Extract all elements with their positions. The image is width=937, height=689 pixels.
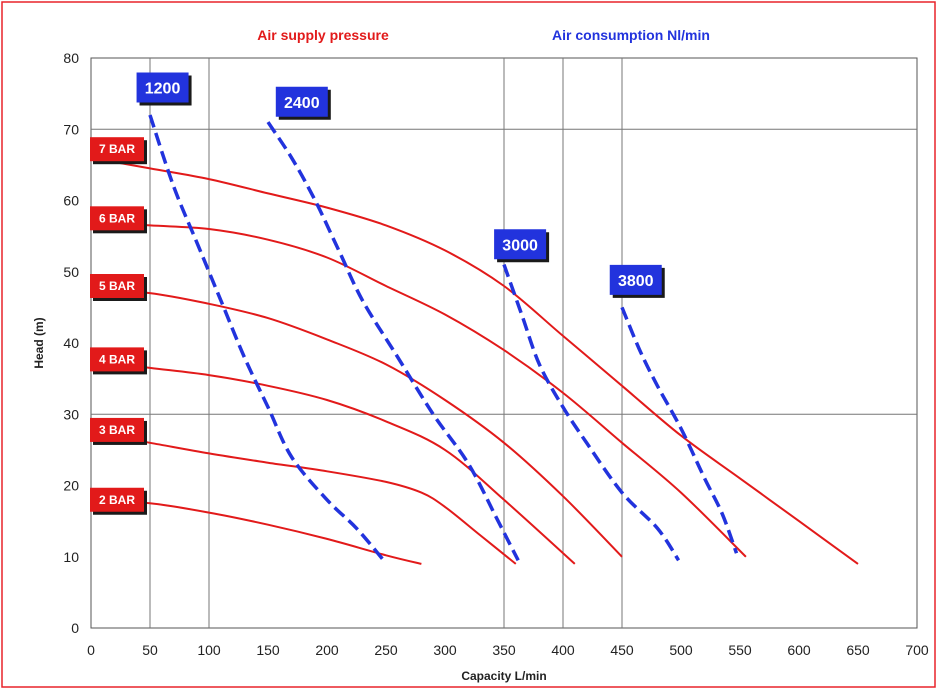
- x-tick-label-350: 350: [492, 642, 516, 658]
- pressure-curve-6-bar: [90, 220, 747, 558]
- consumption-curve-1200: [148, 114, 385, 562]
- y-tick-label-50: 50: [63, 264, 79, 280]
- consumption-label-1200: 1200: [136, 72, 192, 106]
- y-tick-labels: 0 10 20 30 40 50 60 70 80: [63, 50, 79, 636]
- pressure-curve-3-bar: [90, 431, 517, 565]
- consumption-curve-3800: [620, 306, 739, 554]
- y-tick-label-60: 60: [63, 193, 79, 209]
- svg-text:3 BAR: 3 BAR: [99, 423, 135, 437]
- svg-text:2 BAR: 2 BAR: [99, 493, 135, 507]
- x-tick-label-200: 200: [315, 642, 339, 658]
- pressure-label-5-bar: 5 BAR: [90, 274, 147, 301]
- x-tick-label-250: 250: [374, 642, 398, 658]
- svg-text:3000: 3000: [502, 237, 538, 254]
- x-tick-label-450: 450: [610, 642, 634, 658]
- x-tick-label-0: 0: [87, 642, 95, 658]
- pressure-label-2-bar: 2 BAR: [90, 487, 147, 515]
- legend-title-consumption: Air consumption Nl/min: [552, 27, 710, 43]
- pressure-label-3-bar: 3 BAR: [90, 417, 147, 445]
- svg-text:1200: 1200: [145, 81, 181, 98]
- pressure-curves: [90, 156, 859, 565]
- x-tick-label-150: 150: [256, 642, 280, 658]
- pressure-curve-4-bar: [90, 359, 576, 565]
- y-tick-label-20: 20: [63, 478, 79, 494]
- x-tick-label-550: 550: [728, 642, 752, 658]
- x-tick-label-300: 300: [433, 642, 457, 658]
- y-tick-label-80: 80: [63, 50, 79, 66]
- consumption-label-3800: 3800: [609, 264, 665, 298]
- consumption-labels: 1200 2400 3000 3800: [136, 72, 665, 298]
- y-tick-label-30: 30: [63, 406, 79, 422]
- consumption-label-2400: 2400: [275, 86, 331, 120]
- svg-text:5 BAR: 5 BAR: [99, 279, 135, 293]
- gridlines: [91, 58, 917, 628]
- pressure-curve-5-bar: [90, 288, 623, 558]
- pressure-label-4-bar: 4 BAR: [90, 347, 147, 375]
- y-axis-title: Head (m): [32, 317, 46, 368]
- x-tick-label-600: 600: [787, 642, 811, 658]
- x-tick-label-650: 650: [846, 642, 870, 658]
- svg-text:7 BAR: 7 BAR: [99, 142, 135, 156]
- pressure-curve-2-bar: [90, 498, 422, 565]
- x-tick-label-700: 700: [905, 642, 929, 658]
- x-axis-title: Capacity L/min: [461, 669, 546, 683]
- consumption-curve-2400: [266, 121, 520, 562]
- x-tick-labels: 0 50 100 150 200 250 300 350 400 450 500 550 600 650 7…: [87, 642, 929, 658]
- y-tick-label-0: 0: [71, 620, 79, 636]
- consumption-curve-3000: [502, 264, 681, 562]
- pressure-label-7-bar: 7 BAR: [90, 137, 147, 165]
- svg-text:6 BAR: 6 BAR: [99, 211, 135, 225]
- pressure-curve-7-bar: [90, 156, 859, 565]
- y-tick-label-70: 70: [63, 121, 79, 137]
- legend-title-pressure: Air supply pressure: [257, 27, 389, 43]
- consumption-curves: [148, 114, 739, 562]
- pressure-labels: 2 BAR 3 BAR 4 BAR 5 BAR 6 BAR 7 BAR: [90, 137, 147, 515]
- consumption-label-3000: 3000: [494, 229, 550, 263]
- x-tick-label-50: 50: [142, 642, 158, 658]
- y-tick-label-10: 10: [63, 549, 79, 565]
- y-tick-label-40: 40: [63, 335, 79, 351]
- svg-text:4 BAR: 4 BAR: [99, 352, 135, 366]
- x-tick-label-100: 100: [197, 642, 221, 658]
- pressure-label-6-bar: 6 BAR: [90, 206, 147, 234]
- svg-text:3800: 3800: [618, 273, 654, 290]
- svg-text:2400: 2400: [284, 95, 320, 112]
- x-tick-label-400: 400: [551, 642, 575, 658]
- x-tick-label-500: 500: [669, 642, 693, 658]
